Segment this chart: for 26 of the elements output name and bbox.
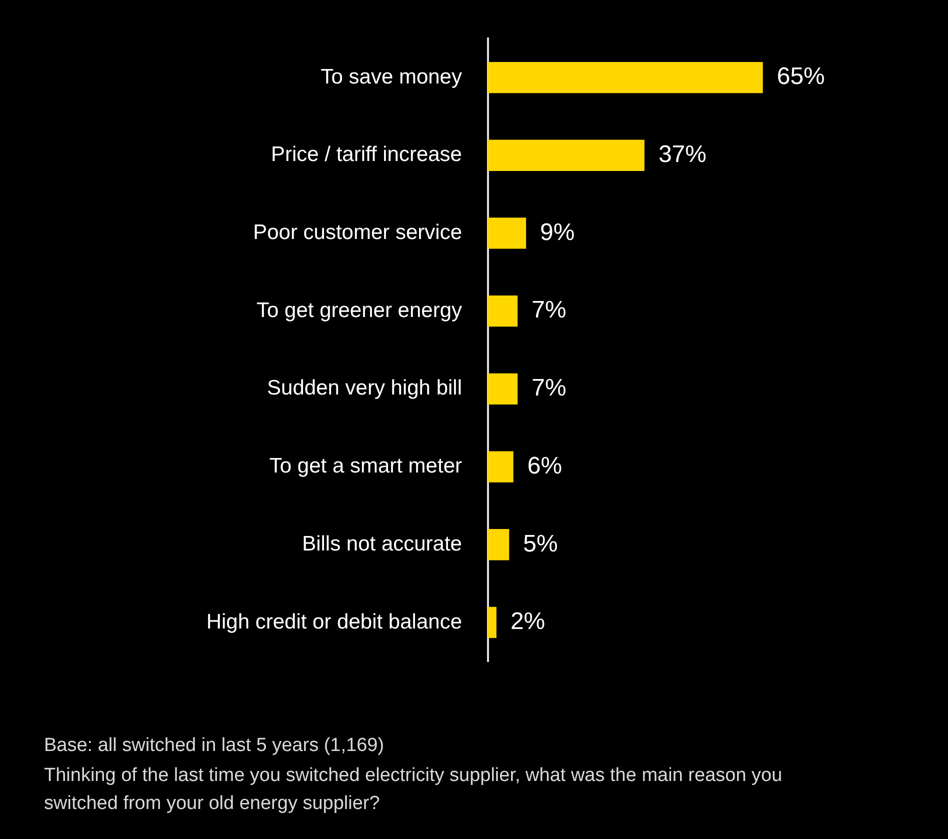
data-label: 9% bbox=[540, 218, 575, 246]
data-label: 7% bbox=[532, 374, 566, 402]
y-tick-label: Bills not accurate bbox=[302, 532, 462, 556]
y-tick-label: To save money bbox=[320, 65, 462, 88]
data-label: 6% bbox=[527, 452, 562, 480]
bar bbox=[488, 140, 644, 171]
data-label: 2% bbox=[510, 608, 546, 636]
bar bbox=[488, 451, 514, 482]
data-label: 37% bbox=[658, 141, 707, 168]
bar bbox=[488, 606, 496, 638]
bar bbox=[488, 218, 526, 249]
bar bbox=[488, 62, 763, 94]
y-tick-label: Poor customer service bbox=[253, 221, 462, 244]
y-tick-label: Sudden very high bill bbox=[267, 376, 462, 400]
bar bbox=[488, 373, 518, 404]
bar bbox=[488, 529, 510, 560]
bar bbox=[488, 296, 518, 327]
text: Base: all switched in last 5 years (1,169) bbox=[44, 734, 386, 758]
data-label: 7% bbox=[532, 296, 566, 324]
y-tick-label: To get a smart meter bbox=[269, 454, 462, 478]
data-label: 65% bbox=[776, 63, 825, 90]
data-label: 5% bbox=[523, 530, 558, 558]
y-tick-label: Price / tariff increase bbox=[270, 143, 462, 166]
y-tick-label: To get greener energy bbox=[256, 298, 462, 322]
text: Thinking of the last time you switched electricity supplier, what was the main reason you switched from your old energy supplier? bbox=[44, 764, 784, 816]
y-tick-label: High credit or debit balance bbox=[206, 610, 462, 634]
